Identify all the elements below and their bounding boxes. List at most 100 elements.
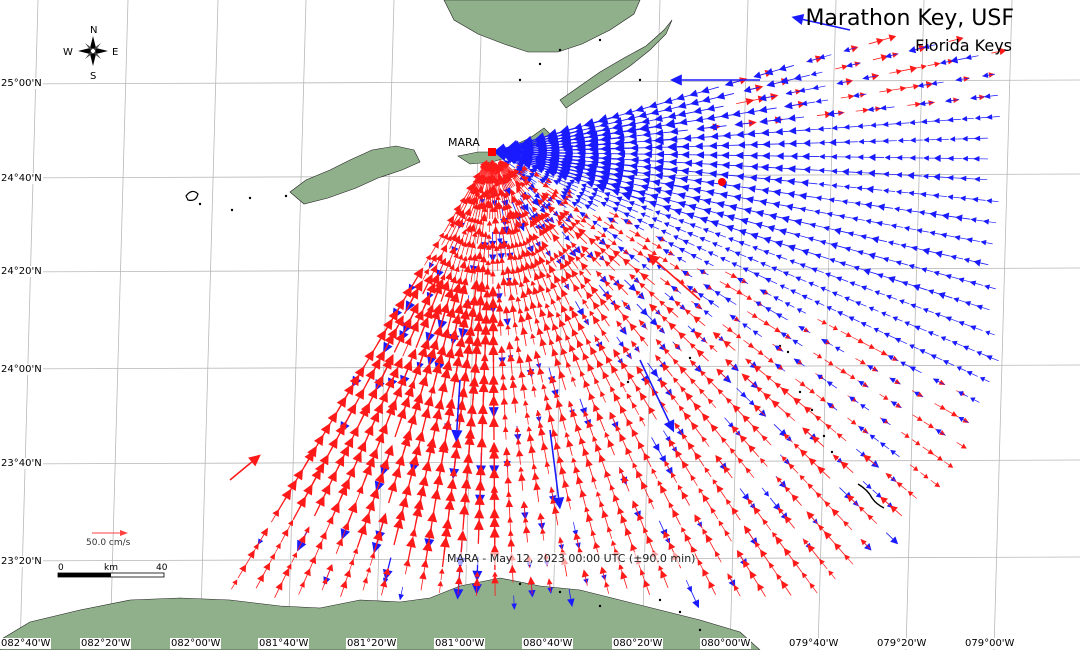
station-marker: MARA — [448, 136, 726, 186]
vector-toward-head — [604, 431, 610, 438]
vector-toward-head — [489, 467, 500, 479]
vector-toward-shaft — [605, 377, 611, 387]
vector-toward-head — [576, 339, 584, 349]
vector-away-shaft — [800, 74, 810, 78]
vector-away-head — [894, 120, 902, 127]
vector-away-head — [790, 289, 796, 295]
vector-toward-shaft — [521, 480, 524, 491]
vector-toward-head — [365, 368, 375, 381]
vector-toward-shaft — [642, 323, 648, 330]
vector-toward-head — [512, 211, 520, 220]
vector-toward-head — [488, 334, 499, 346]
vector-away-head — [673, 235, 679, 241]
vector-toward-head — [871, 366, 879, 372]
vector-toward-shaft — [541, 250, 547, 259]
vector-toward-shaft — [420, 578, 424, 591]
vector-away-head — [714, 290, 721, 297]
vector-away-head — [759, 117, 768, 125]
vector-away-head — [818, 153, 825, 160]
vector-toward-head — [466, 403, 477, 415]
vector-toward-shaft — [748, 98, 759, 102]
vector-away-shaft — [841, 313, 848, 317]
vector-toward-head — [702, 494, 710, 503]
vector-away-shaft — [724, 259, 730, 263]
vector-toward-head — [520, 383, 528, 391]
vector-away-shaft — [976, 96, 985, 99]
vector-toward-shaft — [851, 499, 859, 506]
vector-toward-head — [411, 363, 422, 376]
vector-away-head — [626, 174, 635, 182]
vector-toward-head — [506, 211, 514, 221]
vector-away-shaft — [695, 256, 703, 261]
vector-away-head — [636, 189, 646, 198]
vector-away-shaft — [539, 198, 548, 206]
vector-away-shaft — [921, 230, 929, 233]
vector-away-head — [701, 95, 711, 103]
vector-toward-head — [362, 464, 372, 476]
vector-away-head — [859, 234, 867, 240]
vector-away-head — [613, 143, 625, 154]
vector-away-head — [720, 141, 730, 150]
vector-away-shaft — [624, 279, 632, 287]
vector-toward-shaft — [795, 499, 802, 506]
vector-away-shaft — [691, 591, 696, 602]
vector-away-shaft — [741, 280, 749, 284]
vector-away-shaft — [739, 253, 747, 258]
vector-away-shaft — [938, 273, 946, 276]
vector-away-head — [699, 236, 706, 242]
vector-toward-shaft — [609, 212, 615, 216]
vector-toward-head — [435, 461, 446, 473]
vector-away-shaft — [787, 273, 795, 277]
vector-toward-head — [400, 435, 411, 447]
vector-toward-head — [419, 316, 429, 329]
vector-toward-shaft — [816, 114, 826, 116]
vector-toward-shaft — [514, 403, 517, 413]
vector-toward-shaft — [816, 394, 822, 399]
vector-toward-head — [596, 412, 604, 422]
strong-vector-away-shaft — [549, 429, 560, 498]
strong-vector-toward-head — [248, 454, 261, 467]
vector-toward-head — [522, 274, 531, 284]
vector-toward-shaft — [500, 248, 503, 258]
vector-toward-shaft — [424, 259, 429, 266]
vector-away-head — [668, 295, 675, 302]
vector-away-head — [882, 138, 889, 144]
vector-away-head — [860, 322, 867, 328]
vector-away-head — [714, 232, 721, 238]
vector-toward-shaft — [646, 277, 656, 286]
vector-away-head — [868, 252, 876, 260]
vector-toward-head — [541, 192, 550, 200]
vector-toward-head — [365, 499, 375, 512]
vector-away-head — [874, 290, 881, 296]
vector-toward-head — [298, 534, 306, 544]
vector-toward-head — [596, 359, 604, 369]
vector-toward-head — [515, 219, 523, 229]
vector-toward-head — [626, 393, 632, 400]
vector-away-head — [873, 327, 880, 333]
vector-away-shaft — [700, 248, 707, 252]
vector-toward-shaft — [836, 513, 844, 521]
vector-toward-head — [613, 348, 621, 358]
vector-toward-shaft — [711, 402, 717, 409]
vector-away-head — [830, 242, 838, 250]
vector-away-head — [755, 301, 762, 307]
vector-away-shaft — [944, 338, 951, 342]
vector-away-head — [843, 139, 850, 145]
vector-away-head — [961, 135, 968, 142]
vector-away-head — [630, 144, 639, 152]
vector-toward-head — [470, 362, 481, 373]
secondary-marker — [718, 178, 726, 186]
vector-toward-head — [673, 264, 680, 270]
vector-toward-shaft — [561, 377, 567, 390]
vector-away-head — [773, 176, 783, 185]
vector-away-head — [535, 363, 542, 370]
vector-toward-head — [282, 567, 290, 577]
vector-toward-shaft — [573, 380, 576, 387]
vector-toward-head — [369, 487, 380, 500]
vector-toward-head — [484, 283, 490, 290]
vector-toward-head — [349, 374, 360, 387]
vector-toward-head — [528, 233, 536, 242]
vector-toward-shaft — [846, 524, 853, 531]
vector-away-shaft — [742, 122, 753, 125]
vector-away-head — [934, 250, 943, 258]
